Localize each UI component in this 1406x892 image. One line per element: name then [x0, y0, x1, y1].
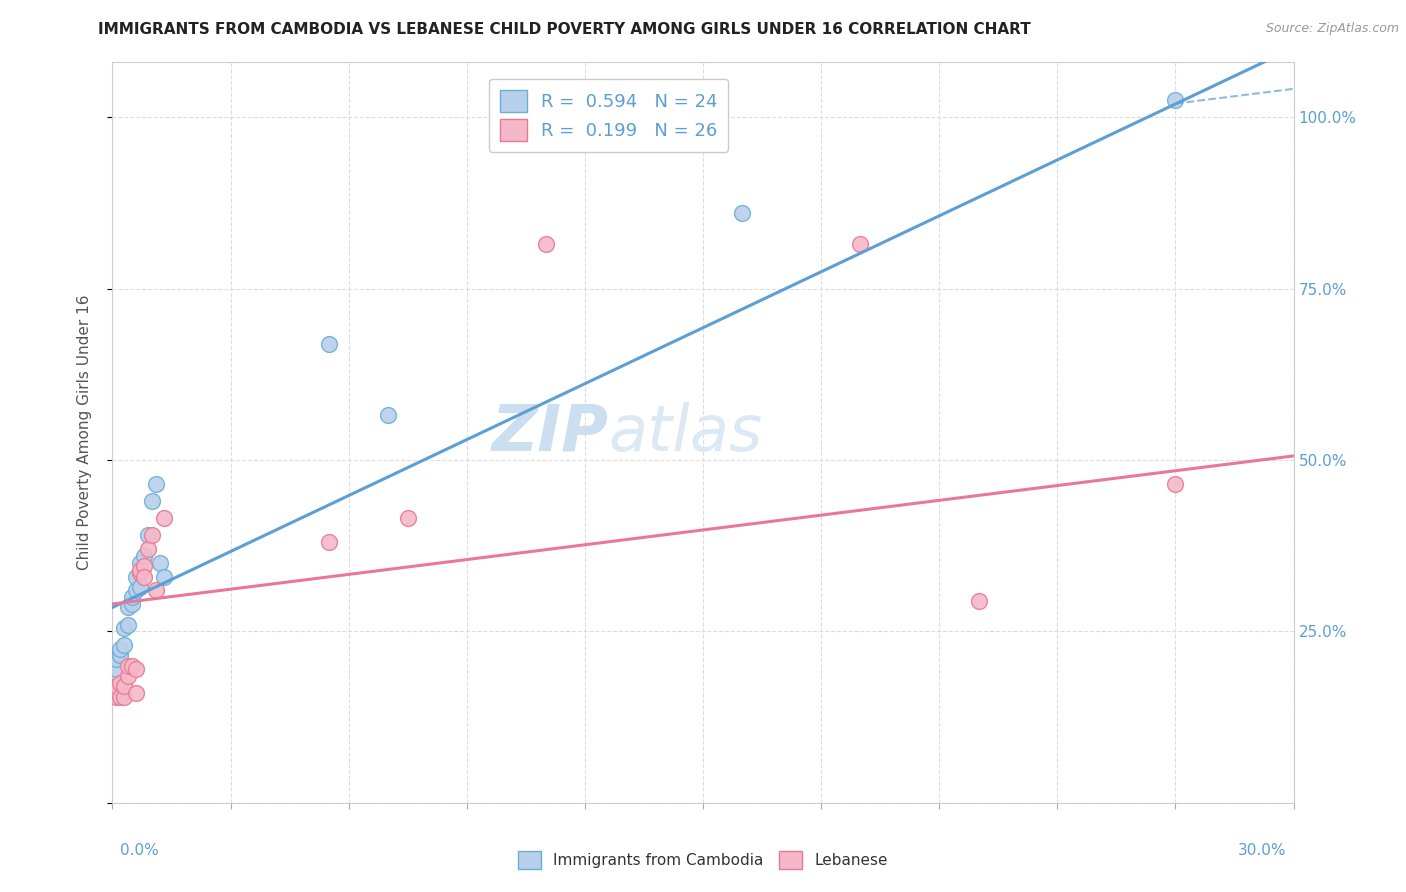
Point: [112, 690, 135, 704]
Y-axis label: Child Poverty Among Girls Under 16: Child Poverty Among Girls Under 16: [77, 295, 91, 570]
Point: [396, 511, 419, 525]
Legend: R =  0.594   N = 24, R =  0.199   N = 26: R = 0.594 N = 24, R = 0.199 N = 26: [489, 78, 728, 152]
Point: [121, 658, 143, 673]
Point: [117, 617, 139, 632]
Point: [125, 662, 148, 676]
Point: [121, 597, 143, 611]
Point: [121, 590, 143, 604]
Point: [1164, 93, 1187, 107]
Point: [105, 690, 128, 704]
Point: [132, 559, 155, 574]
Point: [132, 569, 155, 583]
Point: [534, 237, 557, 252]
Point: [112, 638, 135, 652]
Point: [141, 494, 163, 508]
Point: [117, 658, 139, 673]
Text: atlas: atlas: [609, 401, 763, 464]
Legend: Immigrants from Cambodia, Lebanese: Immigrants from Cambodia, Lebanese: [512, 845, 894, 875]
Point: [849, 237, 872, 252]
Point: [145, 477, 167, 491]
Point: [125, 686, 148, 700]
Point: [152, 511, 174, 525]
Point: [112, 679, 135, 693]
Point: [318, 535, 340, 549]
Point: [110, 676, 132, 690]
Point: [136, 528, 159, 542]
Point: [731, 206, 754, 220]
Text: IMMIGRANTS FROM CAMBODIA VS LEBANESE CHILD POVERTY AMONG GIRLS UNDER 16 CORRELAT: IMMIGRANTS FROM CAMBODIA VS LEBANESE CHI…: [98, 22, 1031, 37]
Text: 0.0%: 0.0%: [120, 843, 159, 858]
Point: [145, 583, 167, 598]
Point: [110, 690, 132, 704]
Point: [141, 528, 163, 542]
Text: ZIP: ZIP: [492, 401, 609, 464]
Point: [318, 336, 340, 351]
Point: [136, 542, 159, 557]
Point: [129, 566, 152, 581]
Point: [967, 593, 990, 607]
Point: [132, 549, 155, 563]
Point: [110, 648, 132, 663]
Point: [112, 621, 135, 635]
Point: [125, 569, 148, 583]
Point: [105, 682, 128, 697]
Point: [105, 679, 128, 693]
Point: [117, 600, 139, 615]
Point: [125, 583, 148, 598]
Point: [129, 556, 152, 570]
Point: [152, 569, 174, 583]
Point: [129, 580, 152, 594]
Point: [129, 563, 152, 577]
Point: [1164, 477, 1187, 491]
Text: Source: ZipAtlas.com: Source: ZipAtlas.com: [1265, 22, 1399, 36]
Point: [117, 669, 139, 683]
Point: [110, 641, 132, 656]
Point: [105, 662, 128, 676]
Point: [105, 652, 128, 666]
Text: 30.0%: 30.0%: [1239, 843, 1286, 858]
Point: [377, 409, 399, 423]
Point: [149, 556, 172, 570]
